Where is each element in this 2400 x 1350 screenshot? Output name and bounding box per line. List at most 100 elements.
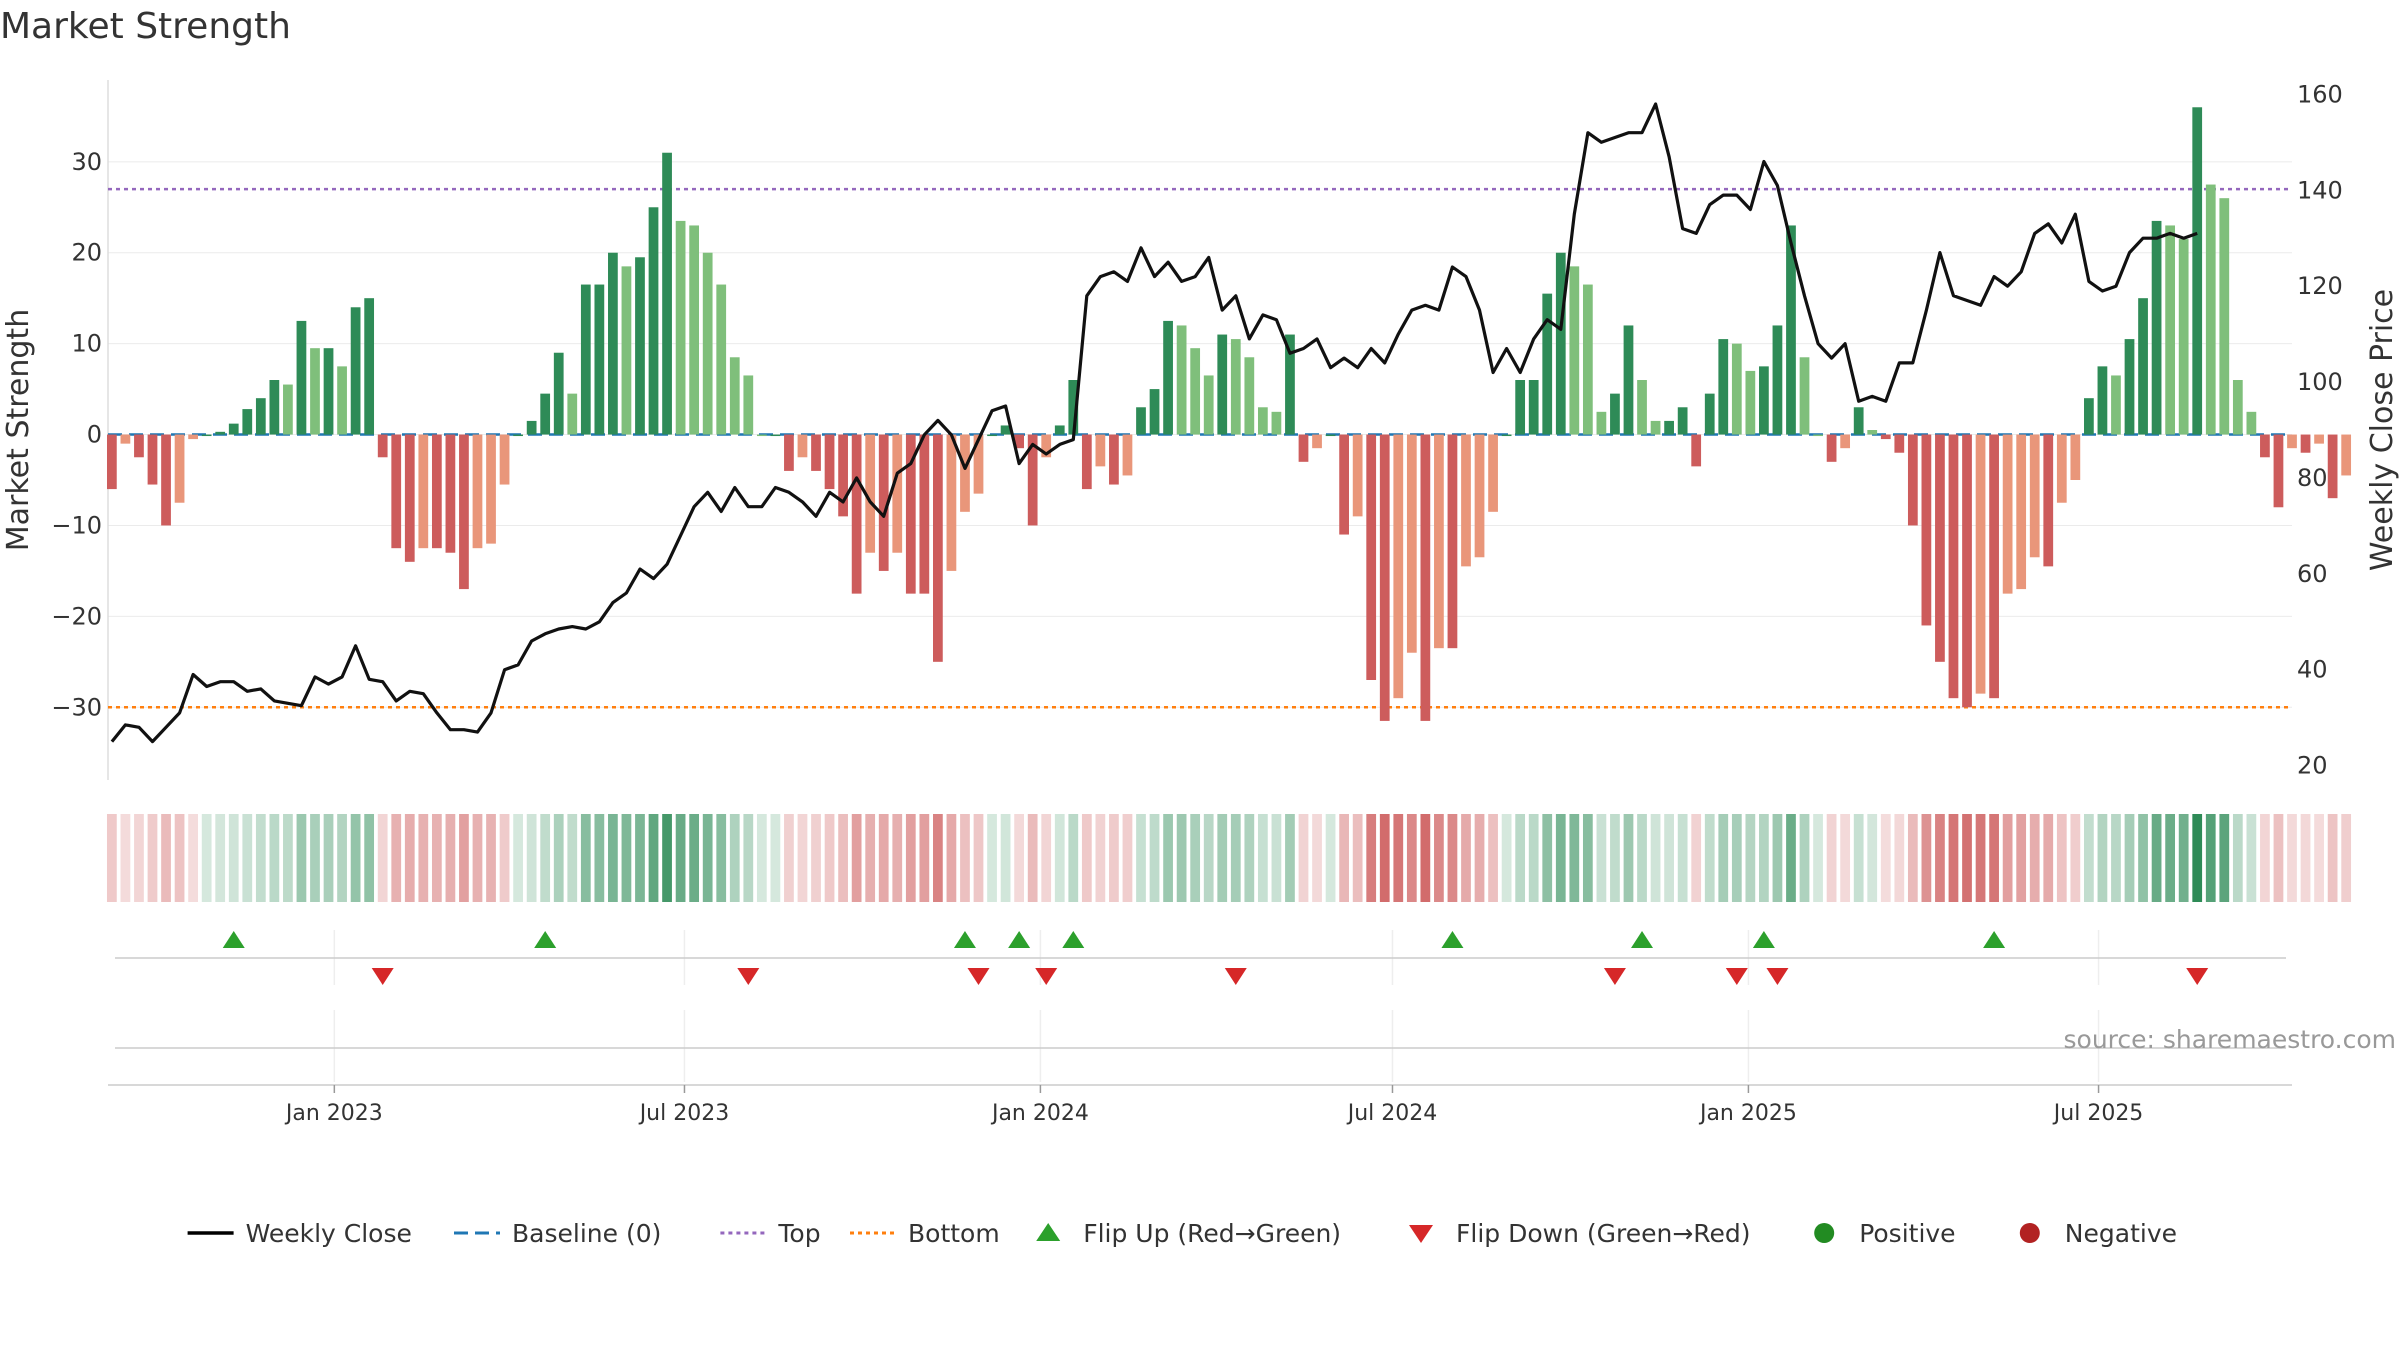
heat-cell xyxy=(1393,814,1404,902)
strength-bar xyxy=(1907,434,1918,526)
legend-item: Flip Up (Red→Green) xyxy=(1036,1219,1341,1248)
heat-cell xyxy=(1691,814,1702,902)
legend-item: Flip Down (Green→Red) xyxy=(1409,1219,1751,1248)
heat-cell xyxy=(1840,814,1851,902)
strength-bar xyxy=(1163,320,1173,435)
strength-bar xyxy=(1339,434,1349,535)
heat-cell xyxy=(526,814,537,902)
strength-bar xyxy=(337,366,347,435)
heat-cell xyxy=(2016,814,2027,902)
heat-cell xyxy=(2165,814,2176,902)
strength-bar xyxy=(1217,334,1228,435)
heat-cell xyxy=(1501,814,1512,902)
strength-bars xyxy=(106,107,2352,721)
heat-cell xyxy=(919,814,930,902)
strength-bar xyxy=(201,434,212,437)
right-tick-label: 80 xyxy=(2297,464,2328,492)
heat-cell xyxy=(1975,814,1986,902)
strength-bar xyxy=(1704,393,1715,435)
strength-bar xyxy=(269,380,280,435)
flip-down-marker xyxy=(1725,968,1748,985)
strength-bar xyxy=(1203,375,1214,435)
strength-bar xyxy=(1853,407,1864,435)
heat-cell xyxy=(2138,814,2148,902)
strength-bar xyxy=(2260,434,2270,458)
strength-bar xyxy=(431,434,442,549)
heat-cell xyxy=(743,814,754,902)
strength-bar xyxy=(2084,398,2094,435)
heat-cell xyxy=(540,814,551,902)
left-tick-label: 10 xyxy=(71,330,102,358)
heat-cell xyxy=(1041,814,1052,902)
heat-cell xyxy=(1745,814,1756,902)
strength-bar xyxy=(1691,434,1702,467)
strength-bar xyxy=(2205,184,2216,435)
strength-bar xyxy=(1840,434,1851,449)
strength-bar xyxy=(418,434,429,549)
heat-cell xyxy=(472,814,483,902)
strength-bar xyxy=(729,357,740,435)
heat-cell xyxy=(174,814,185,902)
strength-bar xyxy=(1068,380,1079,435)
legend-swatch xyxy=(1036,1223,1061,1241)
strength-bar xyxy=(1109,434,1119,485)
strength-bar xyxy=(2341,434,2352,476)
strength-bar xyxy=(445,434,456,553)
heat-cell xyxy=(1704,814,1715,902)
strength-bar xyxy=(1921,434,1932,626)
strength-bar xyxy=(1718,339,1729,435)
legend-item: Bottom xyxy=(850,1219,1000,1248)
strength-bar xyxy=(2232,380,2243,435)
strength-bar xyxy=(784,434,794,471)
strength-bar xyxy=(404,434,415,562)
strength-bar xyxy=(106,434,117,490)
heat-cell xyxy=(1420,814,1431,902)
strength-bar xyxy=(540,393,551,435)
heat-cell xyxy=(134,814,144,902)
heat-cell xyxy=(1136,814,1146,902)
flip-up-marker xyxy=(1008,931,1031,948)
heat-cell xyxy=(811,814,821,902)
chart-title: Market Strength xyxy=(0,6,291,47)
strength-bar xyxy=(377,434,388,458)
strength-bar xyxy=(756,434,767,437)
heat-cell xyxy=(1190,814,1201,902)
heat-cell xyxy=(1149,814,1160,902)
heat-cell xyxy=(2327,814,2338,902)
strength-bar xyxy=(513,434,523,437)
legend-item: Top xyxy=(720,1219,821,1248)
heat-cell xyxy=(350,814,361,902)
strength-bar xyxy=(1136,407,1146,435)
strength-bar xyxy=(1867,430,1878,435)
strength-bar xyxy=(161,434,171,526)
heat-cell xyxy=(2111,814,2121,902)
strength-bar xyxy=(797,434,808,458)
legend-label: Negative xyxy=(2065,1219,2177,1248)
flip-down-marker xyxy=(371,968,394,985)
heat-cell xyxy=(1217,814,1228,902)
heat-cell xyxy=(1244,814,1255,902)
heat-cell xyxy=(1759,814,1769,902)
strength-bar xyxy=(689,225,700,435)
strength-bar xyxy=(987,434,997,437)
strength-bar xyxy=(1610,393,1620,435)
strength-bar xyxy=(1406,434,1417,653)
legend-label: Flip Up (Red→Green) xyxy=(1083,1219,1341,1248)
strength-bar xyxy=(2246,411,2257,435)
heat-cell xyxy=(933,814,943,902)
strength-bar xyxy=(1393,434,1404,699)
heat-cell xyxy=(1582,814,1593,902)
strength-bar xyxy=(1149,389,1160,435)
strength-bar xyxy=(323,348,334,435)
strength-bar xyxy=(811,434,821,471)
heat-cell xyxy=(1081,814,1092,902)
left-tick-label: −30 xyxy=(51,693,102,721)
heat-cell xyxy=(2084,814,2094,902)
left-tick-label: 30 xyxy=(71,148,102,176)
strength-bar xyxy=(1434,434,1444,649)
heat-cell xyxy=(1637,814,1647,902)
date-tick-label: Jul 2024 xyxy=(1346,1101,1438,1126)
strength-bar xyxy=(364,298,375,435)
legend-label: Weekly Close xyxy=(246,1219,412,1248)
